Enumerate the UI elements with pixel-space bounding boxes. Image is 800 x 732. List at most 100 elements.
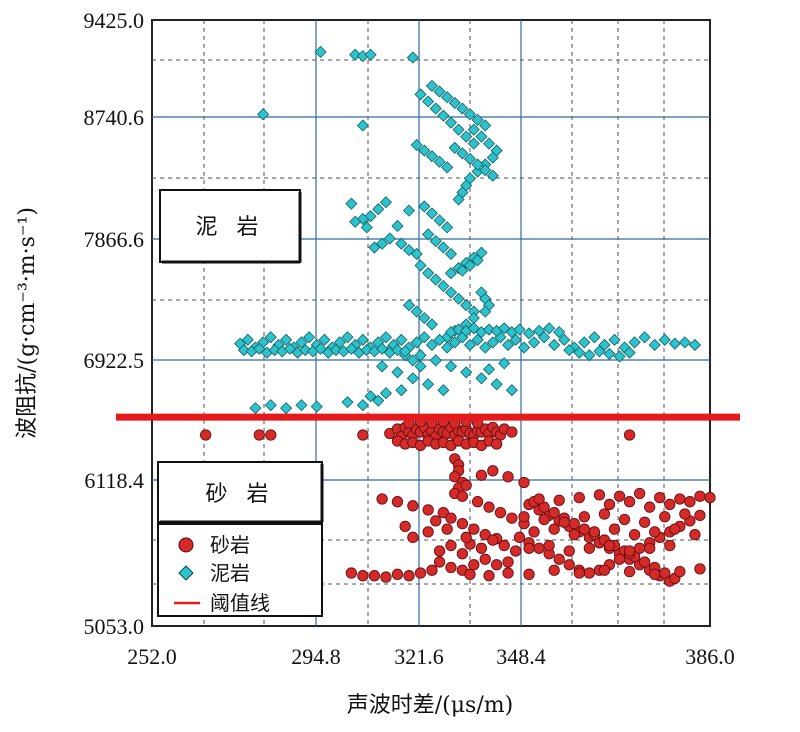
sandstone-point bbox=[376, 493, 388, 505]
sandstone-point bbox=[407, 531, 419, 543]
mudstone-point bbox=[573, 346, 586, 359]
mudstone-point bbox=[418, 200, 431, 213]
sandstone-point bbox=[513, 531, 526, 543]
sandstone-point bbox=[538, 513, 550, 526]
mudstone-point bbox=[463, 152, 477, 166]
sandstone-point bbox=[664, 498, 676, 511]
mudstone-point bbox=[360, 344, 373, 357]
sandstone-point bbox=[573, 491, 585, 504]
sandstone-point bbox=[583, 542, 596, 554]
mudstone-point bbox=[452, 323, 465, 336]
mudstone-point bbox=[349, 48, 362, 61]
mudstone-point bbox=[406, 372, 419, 385]
mudstone-point bbox=[399, 345, 412, 358]
mudstone-label-box: 泥 岩 bbox=[159, 189, 302, 264]
mudstone-point bbox=[425, 338, 439, 352]
mudstone-point bbox=[402, 299, 416, 312]
y-axis-label: 波阻抗/(g·cm⁻³·m·s⁻¹) bbox=[15, 207, 40, 439]
sandstone-point bbox=[460, 531, 472, 543]
sandstone-series bbox=[199, 415, 716, 587]
sandstone-label: 砂 岩 bbox=[206, 482, 275, 507]
mudstone-point bbox=[475, 372, 488, 385]
sandstone-point bbox=[613, 553, 626, 565]
sandstone-point bbox=[471, 496, 484, 508]
mudstone-point bbox=[479, 305, 492, 318]
sandstone-point bbox=[623, 545, 636, 557]
sandstone-point bbox=[414, 567, 427, 579]
sandstone-point bbox=[603, 498, 616, 511]
mudstone-point bbox=[444, 116, 458, 129]
sandstone-point bbox=[391, 496, 404, 508]
mudstone-point bbox=[349, 215, 362, 228]
sandstone-point bbox=[548, 507, 560, 519]
mudstone-point bbox=[437, 279, 450, 293]
sandstone-point bbox=[357, 429, 369, 441]
mudstone-point bbox=[264, 331, 277, 344]
sandstone-point bbox=[518, 476, 530, 489]
mudstone-point bbox=[448, 96, 461, 109]
mudstone-point bbox=[558, 333, 571, 346]
mudstone-point bbox=[482, 323, 496, 336]
sandstone-point bbox=[578, 511, 590, 523]
sandstone-point bbox=[694, 490, 706, 502]
mudstone-point bbox=[341, 331, 354, 344]
sandstone-point bbox=[649, 568, 661, 580]
mudstone-point bbox=[593, 345, 606, 358]
sandstone-point bbox=[563, 559, 575, 571]
mudstone-point bbox=[283, 342, 297, 355]
mudstone-point bbox=[329, 344, 343, 357]
sandstone-point bbox=[368, 570, 381, 582]
sandstone-point bbox=[553, 553, 565, 565]
sandstone-point bbox=[649, 526, 661, 538]
mudstone-point bbox=[460, 366, 473, 379]
mudstone-point bbox=[376, 360, 389, 373]
sandstone-point bbox=[598, 508, 611, 520]
sandstone-point bbox=[664, 539, 676, 552]
mudstone-point bbox=[467, 137, 480, 150]
mudstone-point bbox=[295, 399, 308, 412]
mudstone-point bbox=[414, 88, 427, 101]
mudstone-point bbox=[437, 109, 450, 122]
sandstone-point bbox=[694, 509, 706, 522]
mudstone-point bbox=[241, 333, 254, 346]
mudstone-point bbox=[418, 311, 431, 325]
y-tick-label: 7866.6 bbox=[84, 227, 145, 252]
mudstone-point bbox=[460, 299, 473, 312]
mudstone-point bbox=[383, 232, 396, 245]
sandstone-point bbox=[483, 501, 495, 513]
legend-mudstone-marker bbox=[178, 565, 194, 581]
mudstone-point bbox=[264, 399, 277, 412]
mudstone-point bbox=[482, 137, 496, 150]
mudstone-point bbox=[395, 237, 408, 250]
mudstone-point bbox=[444, 267, 458, 280]
y-tick-label: 6922.5 bbox=[84, 348, 145, 373]
sandstone-point bbox=[487, 534, 499, 546]
mudstone-point bbox=[379, 387, 393, 400]
mudstone-point bbox=[467, 123, 480, 136]
sandstone-point bbox=[506, 512, 518, 524]
mudstone-point bbox=[418, 331, 431, 344]
sandstone-point bbox=[644, 542, 656, 554]
sandstone-point bbox=[528, 526, 540, 538]
legend-sandstone-marker bbox=[178, 537, 194, 553]
mudstone-point bbox=[410, 336, 423, 349]
sandstone-point bbox=[674, 565, 686, 578]
sandstone-point bbox=[433, 556, 446, 568]
sandstone-point bbox=[498, 539, 510, 552]
mudstone-point bbox=[268, 344, 281, 357]
sandstone-point bbox=[689, 528, 701, 541]
mudstone-point bbox=[668, 337, 681, 350]
sandstone-point bbox=[533, 542, 545, 554]
sandstone-point bbox=[613, 490, 626, 502]
mudstone-point bbox=[444, 286, 458, 299]
mudstone-point bbox=[613, 350, 626, 363]
mudstone-point bbox=[437, 241, 450, 254]
mudstone-point bbox=[379, 196, 393, 209]
x-tick-label: 321.6 bbox=[394, 644, 444, 669]
sandstone-point bbox=[679, 508, 691, 520]
mudstone-point bbox=[280, 333, 293, 346]
sandstone-point bbox=[357, 570, 369, 582]
mudstone-point bbox=[418, 144, 431, 157]
sandstone-point bbox=[380, 571, 392, 583]
